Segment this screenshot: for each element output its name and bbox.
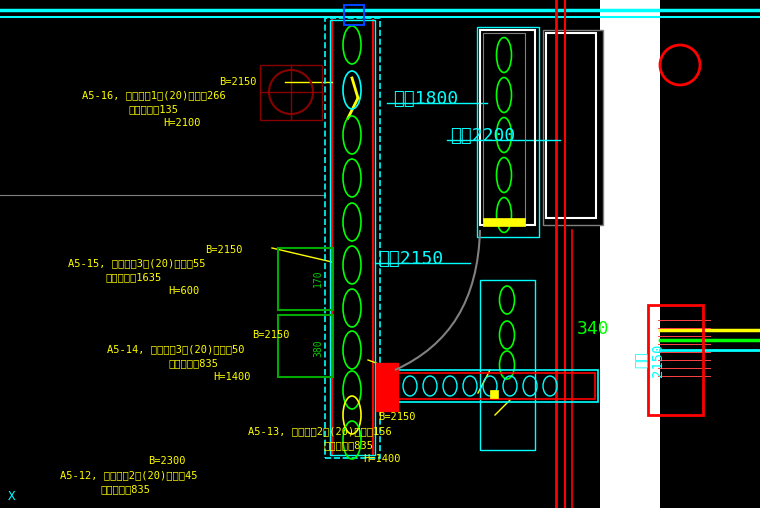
Bar: [325, 18, 380, 458]
Text: A5-15, 下操作孔3支(20)管，凹55: A5-15, 下操作孔3支(20)管，凹55: [68, 258, 205, 268]
Text: A5-12, 上操作孔2支(20)管，凸45: A5-12, 上操作孔2支(20)管，凸45: [60, 470, 198, 480]
Text: X: X: [8, 490, 15, 503]
Bar: [480, 30, 535, 225]
Bar: [383, 370, 598, 402]
Bar: [376, 363, 398, 411]
Text: 板高2150: 板高2150: [378, 250, 443, 268]
Bar: [483, 218, 525, 226]
Bar: [543, 30, 603, 225]
Bar: [648, 305, 703, 415]
Text: 170: 170: [313, 269, 323, 287]
Text: H=600: H=600: [168, 286, 199, 296]
Text: 板高1800: 板高1800: [393, 90, 458, 108]
Bar: [278, 248, 333, 310]
Text: 板顶到盒底835: 板顶到盒底835: [168, 358, 218, 368]
Text: 板高2200: 板高2200: [450, 127, 515, 145]
Text: A5-13, 下操作孔2支(20)管，凸156: A5-13, 下操作孔2支(20)管，凸156: [248, 426, 391, 436]
Bar: [344, 5, 364, 25]
Text: 板顶到盒底135: 板顶到盒底135: [128, 104, 178, 114]
Text: 板顶到盒底835: 板顶到盒底835: [100, 484, 150, 494]
Text: B=2150: B=2150: [378, 412, 416, 422]
Text: 板高
2150: 板高 2150: [635, 343, 665, 377]
Bar: [330, 20, 375, 455]
Text: A5-14, 上操作孔3支(20)管，凸50: A5-14, 上操作孔3支(20)管，凸50: [107, 344, 245, 354]
Text: B=2150: B=2150: [205, 245, 242, 255]
Bar: [483, 33, 525, 221]
Bar: [477, 27, 539, 237]
Text: H=1400: H=1400: [213, 372, 251, 382]
Bar: [600, 0, 660, 508]
Text: 板顶到盒底835: 板顶到盒底835: [323, 440, 373, 450]
Text: H=1400: H=1400: [363, 454, 401, 464]
Text: 380: 380: [313, 339, 323, 357]
Text: 340: 340: [577, 320, 610, 338]
Text: H=2100: H=2100: [163, 118, 201, 128]
Text: 板顶到盒底1635: 板顶到盒底1635: [105, 272, 161, 282]
Text: A5-16, 上操作孔1支(20)管，凹266: A5-16, 上操作孔1支(20)管，凹266: [82, 90, 226, 100]
Bar: [480, 280, 535, 450]
Text: B=2150: B=2150: [219, 77, 256, 87]
Bar: [546, 33, 596, 218]
Text: B=2150: B=2150: [252, 330, 290, 340]
Bar: [490, 390, 498, 398]
Bar: [278, 315, 333, 377]
Text: B=2300: B=2300: [148, 456, 185, 466]
Bar: [260, 65, 322, 120]
Bar: [386, 373, 595, 399]
